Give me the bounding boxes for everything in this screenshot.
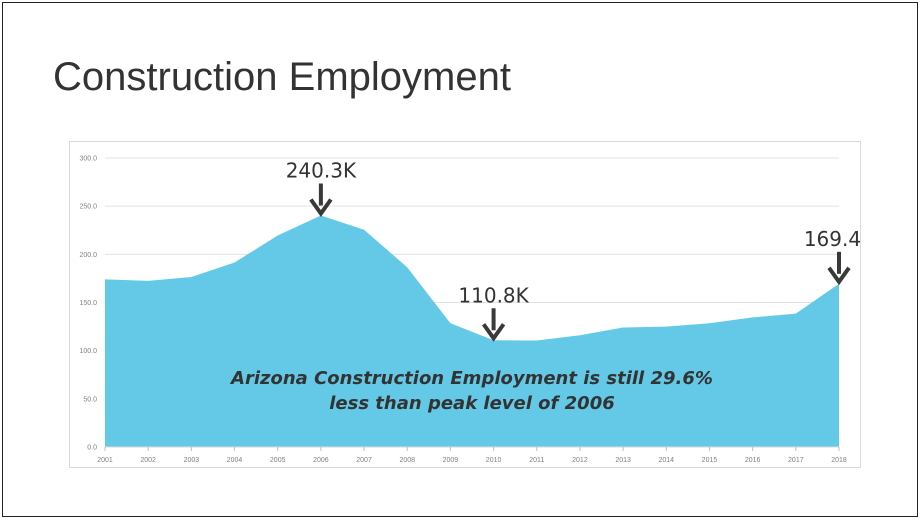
x-tick-label: 2001	[97, 457, 113, 464]
x-tick-label: 2017	[788, 457, 804, 464]
slide-title: Construction Employment	[53, 55, 511, 99]
y-tick-label: 200.0	[79, 252, 97, 259]
annotation-line: less than peak level of 2006	[329, 393, 615, 414]
callout-label: 110.8K	[458, 283, 529, 307]
x-tick-label: 2016	[745, 457, 761, 464]
callout-label: 240.3K	[286, 159, 357, 183]
y-tick-label: 300.0	[79, 156, 97, 163]
callout-arrow	[827, 251, 851, 286]
x-tick-label: 2002	[140, 457, 156, 464]
x-tick-label: 2009	[443, 457, 459, 464]
callout-arrow	[481, 308, 506, 342]
callout-arrow	[309, 183, 333, 217]
y-tick-label: 250.0	[79, 204, 97, 211]
x-tick-label: 2015	[702, 457, 718, 464]
callout-label: 169.4K	[804, 227, 862, 251]
y-tick-label: 150.0	[79, 300, 97, 307]
area-series	[105, 215, 839, 447]
y-tick-label: 100.0	[79, 348, 97, 355]
x-tick-label: 2013	[615, 457, 631, 464]
x-tick-label: 2005	[270, 457, 286, 464]
area-chart: 0.0 50.0 100.0 150.0 200.0 250.0 300.0 2001 2002…	[79, 156, 862, 465]
x-tick-label: 2011	[529, 457, 544, 464]
x-tick-label: 2004	[227, 457, 243, 464]
x-tick-label: 2008	[399, 457, 415, 464]
y-tick-label: 50.0	[83, 396, 97, 403]
x-tick-label: 2018	[831, 457, 847, 464]
x-tick-label: 2012	[572, 457, 588, 464]
x-tick-label: 2003	[184, 457, 200, 464]
x-tick-label: 2006	[313, 457, 329, 464]
y-tick-label: 0.0	[87, 445, 97, 452]
chart-frame: 0.0 50.0 100.0 150.0 200.0 250.0 300.0 2001 2002…	[69, 141, 862, 468]
annotation-line: Arizona Construction Employment is still…	[229, 368, 713, 389]
x-tick-label: 2014	[659, 457, 675, 464]
x-tick-label: 2010	[486, 457, 502, 464]
x-tick-label: 2007	[356, 457, 372, 464]
